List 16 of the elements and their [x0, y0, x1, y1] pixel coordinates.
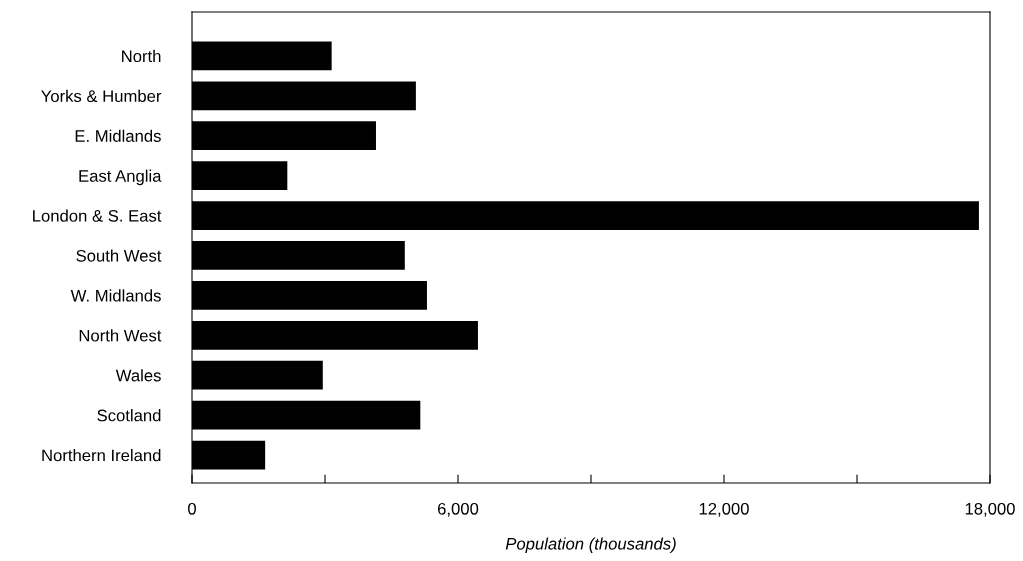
y-tick-label: North West [79, 329, 162, 342]
x-tick-label: 0 [188, 502, 196, 515]
y-tick-label: East Anglia [79, 169, 162, 186]
y-tick-label: South West [76, 249, 162, 262]
x-tick-label: 18,000 [965, 502, 1015, 517]
y-tick-label: Northern Ireland [42, 449, 161, 462]
y-tick-label: Wales [115, 369, 161, 382]
y-tick-label: Scotland [97, 409, 161, 422]
x-tick-label: 12,000 [699, 502, 749, 517]
y-tick-label: London & S. East [33, 209, 162, 222]
y-tick-label: E. Midlands [75, 129, 161, 142]
y-tick-label: W. Midlands [70, 289, 161, 302]
y-tick-label: North [122, 49, 161, 63]
x-tick-label: 6,000 [437, 502, 479, 517]
x-axis-title: Population (thousands) [505, 537, 676, 553]
y-tick-label: Yorks & Humber [41, 89, 162, 103]
